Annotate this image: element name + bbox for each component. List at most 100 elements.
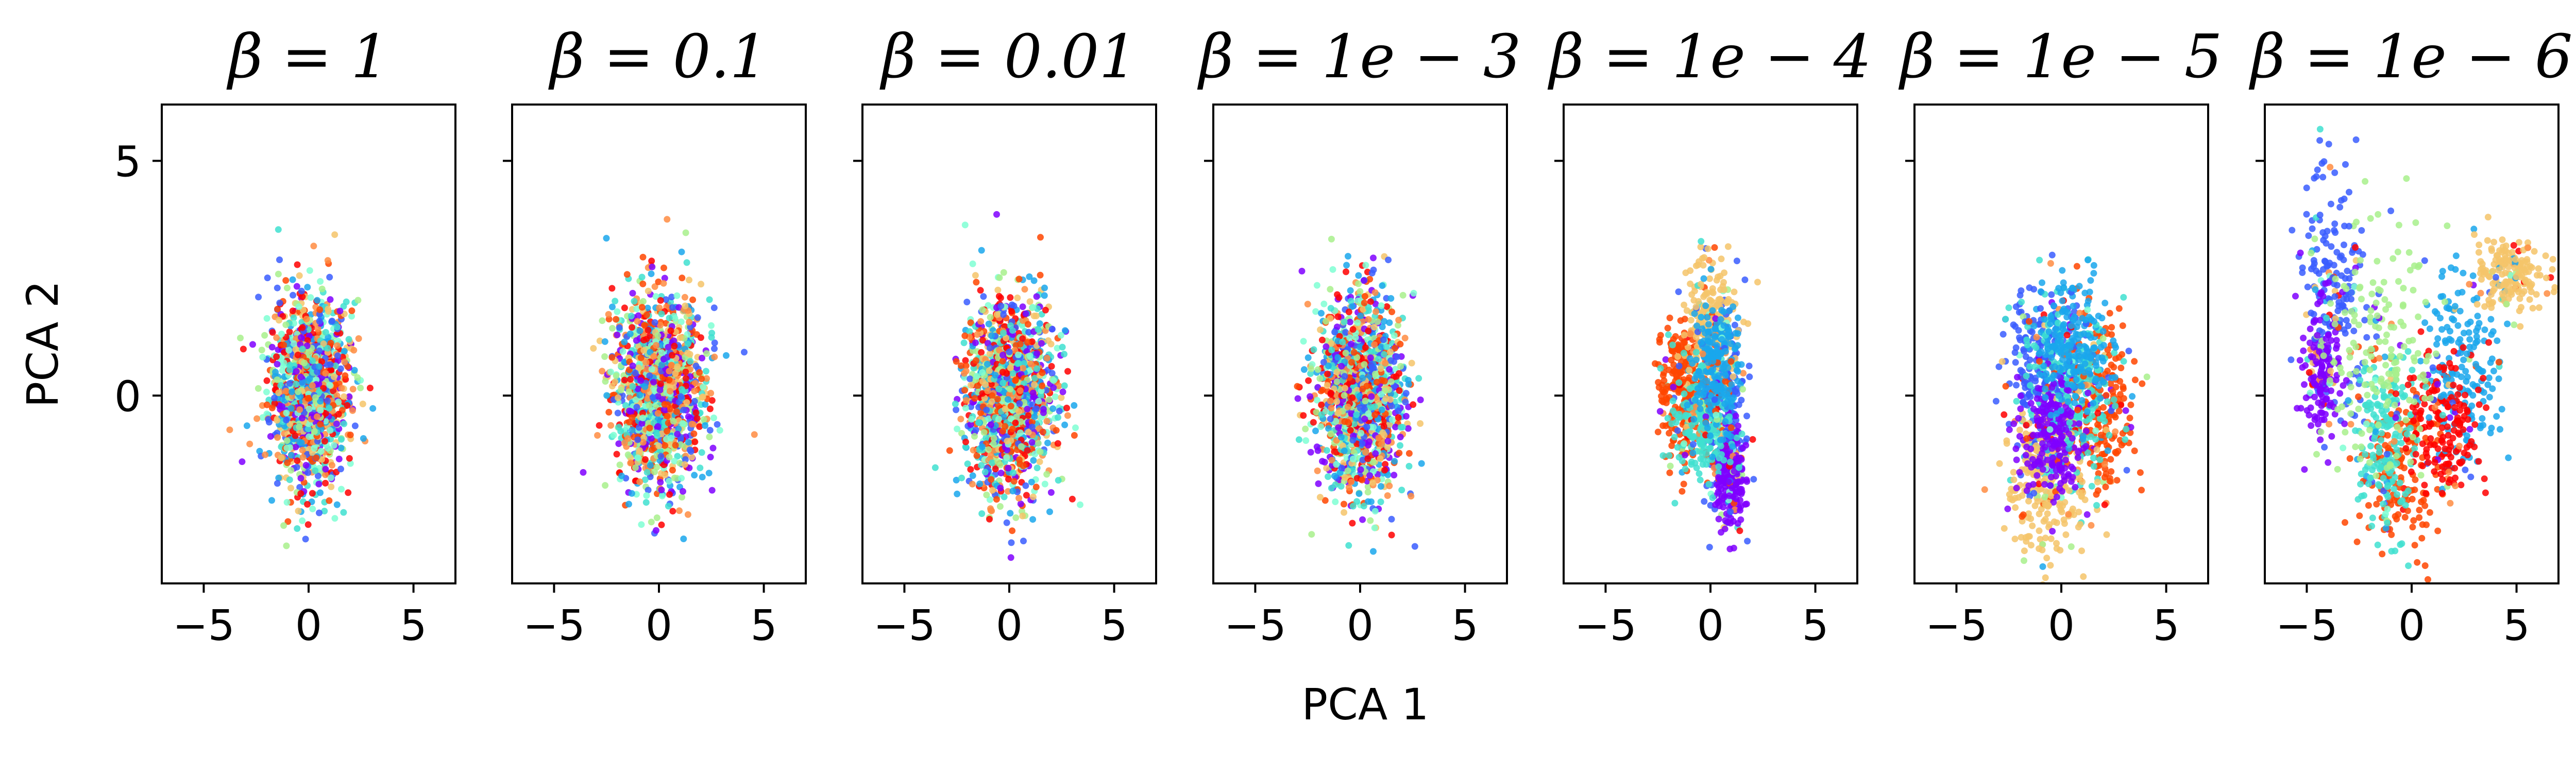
data-point [321,508,328,514]
data-point [304,284,311,291]
x-tick-label: −5 [523,601,585,650]
data-point [676,334,684,341]
data-point [666,478,673,485]
data-point [679,274,686,282]
data-point [1364,483,1371,490]
data-point [1004,438,1011,445]
data-point [648,366,655,373]
data-point [320,340,327,348]
data-point [1029,304,1037,311]
data-point [972,272,979,279]
data-point [297,373,304,381]
scatter-panel-1: β = 1−5 0 550 [114,22,456,650]
data-point [1061,351,1067,358]
data-point [1022,482,1029,489]
data-point [669,508,676,515]
data-point [360,435,367,442]
data-point [1043,387,1050,394]
data-point [1043,355,1050,361]
data-point [671,342,678,350]
data-point [1384,492,1391,499]
data-point [1007,415,1014,422]
data-point [304,521,312,528]
data-point [618,472,625,479]
data-point [610,432,617,439]
data-point [651,283,658,290]
data-point [995,416,1002,423]
data-point [639,439,647,446]
x-tick-label: 5 [1100,601,1127,650]
data-point [335,399,342,405]
data-point [981,469,989,476]
data-point [1025,412,1032,419]
data-point [666,368,673,375]
data-point [602,482,609,489]
data-point [1329,266,1336,273]
data-point [702,422,708,429]
data-point [337,444,345,452]
data-point [646,424,653,432]
data-point [654,332,662,339]
data-point [691,387,698,394]
data-point [261,332,268,339]
data-point [979,390,986,397]
data-point [1007,364,1014,371]
data-point [654,393,662,400]
data-point [1015,351,1022,358]
data-point [989,459,996,467]
data-point [708,334,715,341]
data-point [633,337,640,344]
data-point [1017,501,1024,507]
data-point [304,501,311,508]
data-point [359,401,366,407]
data-point [295,388,302,395]
data-point [625,388,633,395]
data-point [348,307,355,314]
data-point [331,231,338,238]
data-point [706,405,714,412]
scatter-panel-3: β = 0.01−5 0 5 [853,22,1157,650]
data-point [657,321,664,329]
data-point [314,368,321,375]
data-point [1050,384,1057,391]
data-point [1035,326,1042,333]
data-point [345,489,352,496]
data-point [711,345,718,352]
data-point [629,383,636,390]
data-point [262,451,269,458]
data-point [1064,368,1071,375]
data-point [289,388,296,395]
data-point [265,419,273,426]
data-point [1063,404,1070,411]
data-point [322,465,329,473]
data-point [1009,370,1016,377]
data-point [978,247,985,254]
data-point [1003,454,1010,461]
data-point [686,446,693,454]
data-point [253,415,261,422]
data-point [580,469,587,476]
data-point [708,322,715,329]
data-point [1012,376,1019,384]
x-tick-label: 0 [295,601,322,650]
data-point [703,350,710,357]
data-point [689,296,697,303]
x-tick-label: 0 [996,601,1023,650]
data-point [691,472,698,479]
data-point [1405,450,1413,457]
data-point [1005,488,1011,495]
data-point [1032,484,1040,491]
data-point [970,446,977,454]
data-point [691,438,699,445]
data-point [978,510,986,517]
data-point [317,447,325,455]
data-point [658,349,665,356]
data-point [614,409,621,417]
data-point [306,267,313,274]
point-group [580,216,758,542]
data-point [961,332,969,339]
data-point [346,393,353,400]
data-point [1042,306,1049,314]
x-tick-label: −5 [873,601,936,650]
data-point [299,324,306,331]
